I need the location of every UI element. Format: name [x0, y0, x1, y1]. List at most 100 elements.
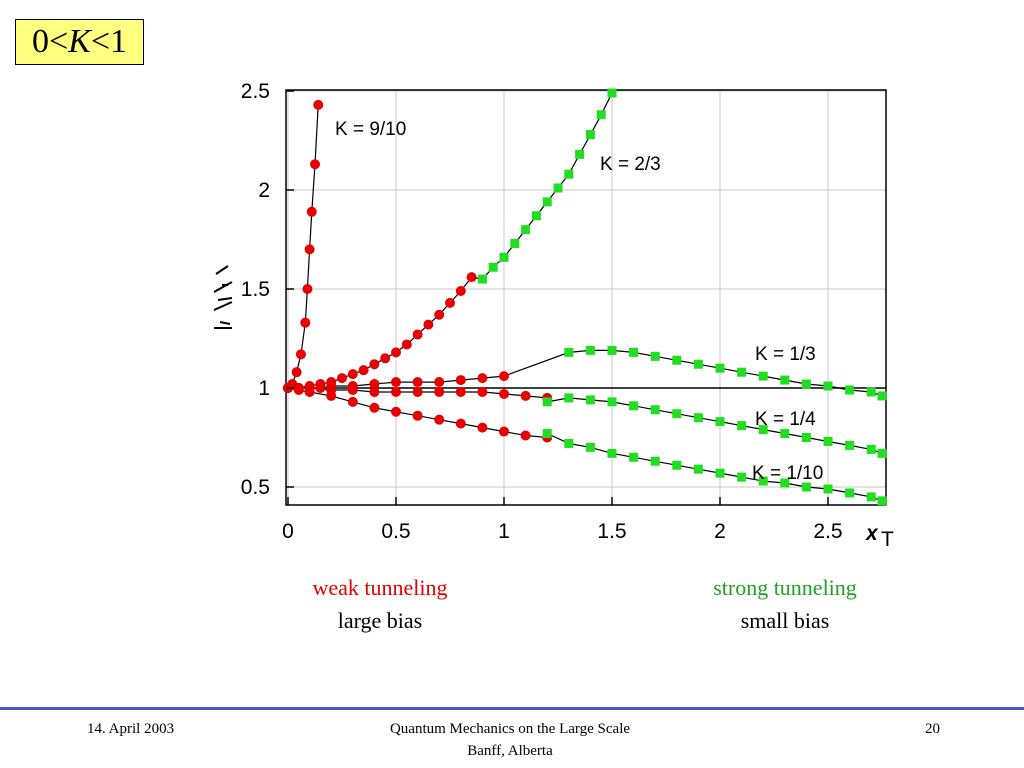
formula-lt-1: < — [48, 23, 69, 60]
formula-lt-2: < — [90, 23, 111, 60]
strong-data-point — [564, 169, 574, 179]
strong-data-point — [607, 397, 617, 407]
y-tick-label: 0.5 — [241, 476, 270, 499]
footer-divider — [0, 707, 1024, 710]
strong-data-point — [845, 385, 855, 395]
weak-data-point — [401, 339, 412, 350]
strong-data-point — [823, 436, 833, 446]
weak-data-point — [412, 377, 423, 388]
weak-data-point — [306, 206, 317, 217]
series-label: K = 1/4 — [755, 409, 816, 430]
strong-data-point — [542, 197, 552, 207]
page-number: 20 — [925, 721, 940, 737]
x-axis-label-subscript: T — [881, 528, 894, 551]
strong-data-point — [477, 274, 487, 284]
strong-data-point — [801, 433, 811, 442]
strong-data-point — [672, 460, 682, 470]
y-tick-label: 2.5 — [241, 80, 270, 103]
strong-tunneling-label: strong tunneling — [713, 575, 857, 600]
weak-data-point — [310, 159, 320, 170]
strong-data-point — [629, 347, 639, 357]
series-label: K = 1/3 — [755, 344, 816, 365]
weak-data-point — [412, 386, 423, 397]
strong-data-point — [585, 442, 595, 452]
strong-data-point — [542, 429, 552, 439]
strong-data-point — [877, 391, 887, 401]
weak-data-point — [391, 347, 401, 358]
strong-data-point — [823, 484, 833, 494]
y-axis-label — [213, 265, 233, 329]
strong-data-point — [780, 478, 790, 488]
weak-data-point — [358, 365, 369, 376]
strong-data-point — [693, 464, 703, 474]
weak-data-point — [412, 410, 423, 421]
strong-data-point — [866, 387, 876, 397]
strong-data-point — [564, 347, 574, 357]
weak-data-point — [369, 359, 380, 370]
weak-data-point — [347, 384, 358, 395]
strong-data-point — [672, 355, 682, 365]
strong-data-point — [575, 149, 585, 159]
x-tick-label: 2.5 — [813, 520, 842, 543]
strong-data-point — [845, 488, 855, 498]
strong-data-point — [801, 482, 811, 492]
weak-data-point — [499, 371, 509, 382]
weak-data-point — [304, 244, 315, 255]
footer-title-line-2: Banff, Alberta — [467, 743, 553, 759]
weak-data-point — [434, 386, 445, 397]
strong-data-point — [531, 211, 541, 221]
weak-data-point — [369, 386, 380, 397]
weak-data-point — [369, 402, 380, 413]
strong-data-point — [585, 395, 595, 405]
weak-data-point — [315, 383, 326, 393]
weak-data-point — [302, 284, 313, 294]
weak-data-point — [391, 377, 401, 388]
x-tick-label: 1.5 — [597, 520, 626, 543]
formula-box: 0<K<1 — [15, 19, 144, 65]
series-label: K = 9/10 — [335, 119, 406, 140]
weak-data-point — [434, 414, 445, 425]
strong-data-point — [607, 448, 617, 458]
strong-data-point — [758, 371, 768, 381]
weak-data-point — [337, 373, 347, 384]
strong-data-point — [521, 225, 531, 235]
weak-data-point — [455, 418, 466, 429]
strong-data-point — [488, 262, 498, 272]
chart: 0 0.5 1 1.5 2 2.5 0.5 1 1.5 2 2.5 x T K = 9/10 K = 2/… — [213, 80, 894, 551]
weak-data-point — [455, 386, 466, 397]
small-bias-label: small bias — [740, 608, 830, 633]
grid — [286, 90, 886, 505]
strong-tunneling-caption: strong tunneling small bias — [650, 571, 920, 637]
strong-data-point — [715, 468, 725, 478]
strong-data-point — [510, 238, 520, 248]
footer-date: 14. April 2003 — [87, 721, 175, 737]
weak-data-point — [520, 430, 531, 441]
strong-data-point — [607, 88, 617, 98]
weak-data-point — [455, 375, 466, 386]
strong-data-point — [564, 438, 574, 448]
strong-data-point — [737, 367, 747, 377]
weak-data-point — [423, 319, 434, 330]
weak-data-point — [434, 377, 445, 388]
y-tick-label: 2 — [258, 179, 270, 202]
weak-data-point — [304, 386, 315, 397]
weak-tunneling-caption: weak tunneling large bias — [250, 571, 510, 637]
weak-data-point — [455, 285, 466, 296]
formula-k: K — [68, 23, 91, 60]
weak-data-point — [445, 297, 455, 308]
weak-data-point — [391, 386, 401, 397]
y-tick-label: 1.5 — [241, 278, 270, 301]
weak-data-point — [477, 422, 488, 433]
strong-data-point — [780, 375, 790, 385]
series-label: K = 1/10 — [752, 463, 823, 484]
weak-data-point — [499, 388, 509, 399]
strong-data-point — [866, 492, 876, 502]
strong-data-point — [693, 413, 703, 423]
strong-data-point — [553, 183, 563, 193]
weak-data-point — [291, 367, 302, 378]
x-tick-label: 1 — [498, 520, 510, 543]
strong-data-point — [780, 429, 790, 439]
weak-data-point — [293, 384, 304, 395]
strong-data-point — [845, 440, 855, 450]
series-label: K = 2/3 — [600, 154, 661, 175]
